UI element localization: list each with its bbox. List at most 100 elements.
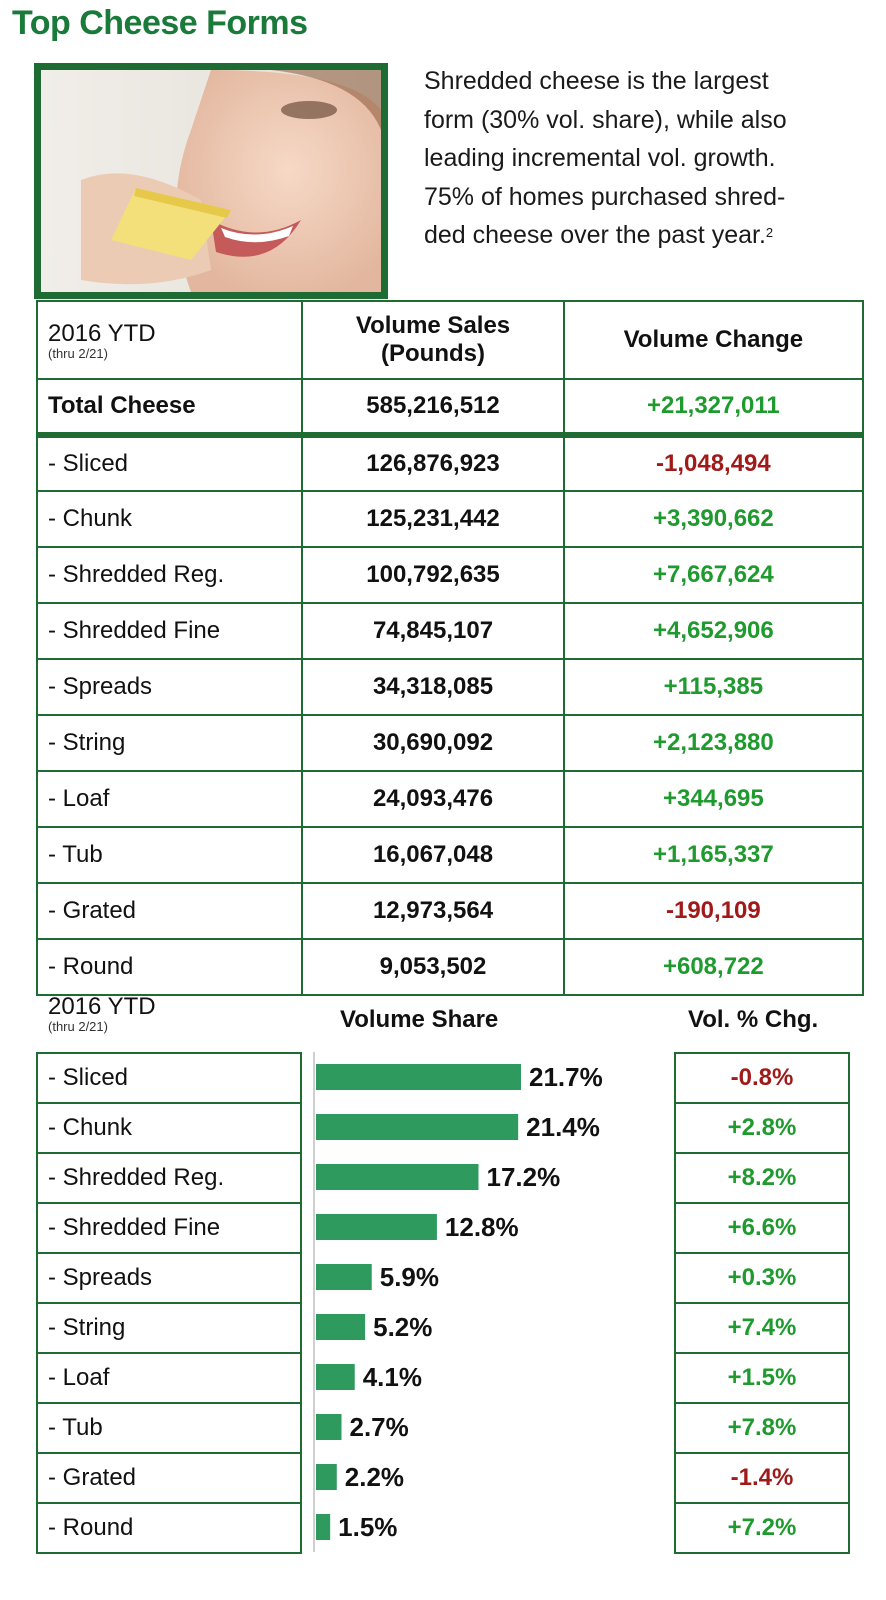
intro-line: form (30% vol. share), while also [424, 105, 787, 134]
share-category-row: - String [36, 1302, 302, 1354]
share-value-label: 1.5% [338, 1512, 397, 1542]
row-sales: 30,690,092 [301, 714, 565, 772]
share-category-row: - Round [36, 1502, 302, 1554]
period-header: 2016 YTD (thru 2/21) [35, 300, 304, 380]
share-bar [316, 1314, 366, 1340]
row-sales: 12,973,564 [301, 882, 565, 940]
total-row: Total Cheese 585,216,512 +21,327,011 [35, 378, 865, 438]
pct-change-row: +6.6% [674, 1202, 850, 1254]
pct-change-row: +7.8% [674, 1402, 850, 1454]
share-category-label: - Spreads [36, 1252, 302, 1304]
table-row: - Round 9,053,502 +608,722 [35, 938, 865, 996]
share-category-label: - String [36, 1302, 302, 1354]
pct-change-header: Vol. % Chg. [688, 1006, 819, 1033]
share-category-row: - Shredded Reg. [36, 1152, 302, 1204]
row-change: +344,695 [562, 770, 865, 828]
share-bar [316, 1064, 521, 1090]
share-category-label: - Loaf [36, 1352, 302, 1404]
footnote-marker: 2 [765, 225, 774, 240]
share-bar [316, 1464, 337, 1490]
share-category-label: - Sliced [36, 1052, 302, 1104]
total-label: Total Cheese [35, 378, 304, 438]
share-category-row: - Shredded Fine [36, 1202, 302, 1254]
share-category-label: - Tub [36, 1402, 302, 1454]
share-category-row: - Tub [36, 1402, 302, 1454]
pct-change-value: +6.6% [674, 1202, 850, 1254]
row-sales: 125,231,442 [301, 490, 565, 548]
intro-line: 75% of homes purchased shred- [424, 182, 786, 211]
share-category-label: - Shredded Fine [36, 1202, 302, 1254]
row-label: - Chunk [35, 490, 304, 548]
share-bar [316, 1214, 437, 1240]
share-bar [316, 1364, 355, 1390]
share-bar [316, 1114, 519, 1140]
share-category-label: - Shredded Reg. [36, 1152, 302, 1204]
pct-change-row: +0.3% [674, 1252, 850, 1304]
share-category-label: - Chunk [36, 1102, 302, 1154]
period-note: (thru 2/21) [48, 345, 108, 361]
table-row: - String 30,690,092 +2,123,880 [35, 714, 865, 772]
share-category-label: - Grated [36, 1452, 302, 1504]
table-row: - Loaf 24,093,476 +344,695 [35, 770, 865, 828]
pct-change-value: +7.8% [674, 1402, 850, 1454]
row-label: - Shredded Reg. [35, 546, 304, 604]
share-bar [316, 1264, 372, 1290]
row-change: +7,667,624 [562, 546, 865, 604]
share-bar [316, 1414, 342, 1440]
row-sales: 100,792,635 [301, 546, 565, 604]
volume-share-bar-chart: 21.7% 21.4% 17.2% 12.8%5.9% 5.2% 4.1% 2.7% 2.2%… [313, 1052, 603, 1552]
row-change: -1,048,494 [562, 434, 865, 492]
pct-change-table: -0.8% +2.8% +8.2% +6.6% +0.3% +7.4% +1.5% +7.8%… [674, 1052, 850, 1554]
pct-change-value: -0.8% [674, 1052, 850, 1104]
pct-change-row: +1.5% [674, 1352, 850, 1404]
row-label: - String [35, 714, 304, 772]
volume-sales-header-unit: (Pounds) [381, 340, 485, 367]
pct-change-row: -0.8% [674, 1052, 850, 1104]
share-value-label: 2.2% [345, 1462, 404, 1492]
pct-change-body: -0.8% +2.8% +8.2% +6.6% +0.3% +7.4% +1.5% +7.8%… [674, 1052, 850, 1554]
volume-sales-header-label: Volume Sales [355, 312, 511, 339]
row-label: - Loaf [35, 770, 304, 828]
share-bar [316, 1164, 479, 1190]
row-sales: 74,845,107 [301, 602, 565, 660]
pct-change-value: +7.2% [674, 1502, 850, 1554]
share-value-label: 21.4% [526, 1112, 600, 1142]
volume-sales-table: 2016 YTD (thru 2/21) Volume Sales (Pound… [35, 300, 865, 996]
share-bar [316, 1514, 331, 1540]
total-change: +21,327,011 [562, 378, 865, 438]
intro-text: Shredded cheese is the largest form (30%… [424, 62, 884, 255]
row-sales: 9,053,502 [301, 938, 565, 996]
row-label: - Shredded Fine [35, 602, 304, 660]
table-header-row: 2016 YTD (thru 2/21) Volume Sales (Pound… [35, 300, 865, 380]
table-row: - Sliced 126,876,923 -1,048,494 [35, 434, 865, 492]
row-label: - Spreads [35, 658, 304, 716]
table-row: - Grated 12,973,564 -190,109 [35, 882, 865, 940]
row-change: +115,385 [562, 658, 865, 716]
pct-change-row: +7.4% [674, 1302, 850, 1354]
share-value-label: 5.9% [380, 1262, 439, 1292]
intro-line: ded cheese over the past year.2 [424, 216, 884, 255]
row-sales: 16,067,048 [301, 826, 565, 884]
intro-line: Shredded cheese is the largest [424, 67, 769, 95]
share-value-label: 4.1% [363, 1362, 422, 1392]
intro-line: leading incremental vol. growth. [424, 144, 776, 172]
pct-change-row: +7.2% [674, 1502, 850, 1554]
row-label: - Grated [35, 882, 304, 940]
table-row: - Tub 16,067,048 +1,165,337 [35, 826, 865, 884]
pct-change-value: +1.5% [674, 1352, 850, 1404]
share-category-row: - Grated [36, 1452, 302, 1504]
pct-change-row: +2.8% [674, 1102, 850, 1154]
volume-share-header: Volume Share [340, 1006, 499, 1033]
volume-change-header: Volume Change [562, 300, 865, 380]
share-value-label: 17.2% [486, 1162, 560, 1192]
volume-sales-header: Volume Sales (Pounds) [301, 300, 565, 380]
row-sales: 34,318,085 [301, 658, 565, 716]
row-label: - Tub [35, 826, 304, 884]
photo-illustration [41, 70, 381, 292]
row-change: -190,109 [562, 882, 865, 940]
share-period-label: 2016 YTD [48, 993, 156, 1020]
pct-change-value: +0.3% [674, 1252, 850, 1304]
pct-change-row: +8.2% [674, 1152, 850, 1204]
share-category-row: - Spreads [36, 1252, 302, 1304]
total-sales: 585,216,512 [301, 378, 565, 438]
